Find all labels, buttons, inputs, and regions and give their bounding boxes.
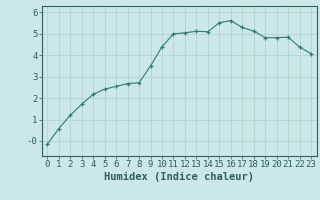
X-axis label: Humidex (Indice chaleur): Humidex (Indice chaleur) [104, 172, 254, 182]
